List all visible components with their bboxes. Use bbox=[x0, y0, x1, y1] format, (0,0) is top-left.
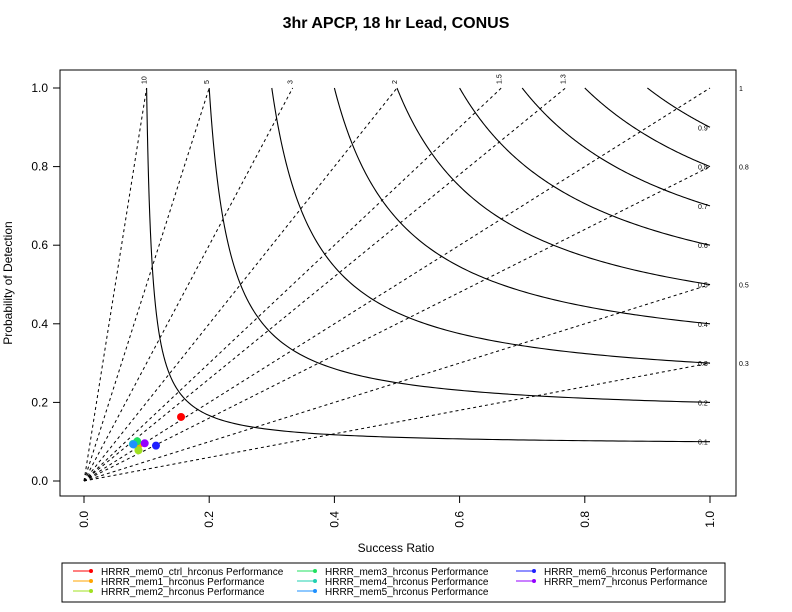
plot-frame bbox=[59, 69, 737, 497]
csi-contour-label: 0.1 bbox=[698, 440, 708, 447]
legend-label: HRRR_mem3_hrconus Performance bbox=[325, 567, 489, 578]
bias-line bbox=[83, 362, 711, 482]
csi-contour bbox=[584, 87, 711, 168]
bias-line-label: 10 bbox=[142, 76, 149, 84]
legend-swatch-dot bbox=[89, 569, 93, 573]
csi-contour bbox=[146, 87, 711, 443]
bias-line-label: 1 bbox=[739, 86, 743, 93]
csi-contour-label: 0.6 bbox=[698, 243, 708, 250]
data-points bbox=[128, 412, 186, 455]
bias-line bbox=[83, 87, 148, 482]
bias-line-label: 0.3 bbox=[739, 361, 749, 368]
bias-line-label: 2 bbox=[392, 80, 399, 84]
legend-swatch-dot bbox=[89, 579, 93, 583]
legend-label: HRRR_mem4_hrconus Performance bbox=[325, 577, 489, 588]
csi-contour-label: 0.7 bbox=[698, 204, 708, 211]
csi-contours: 0.1 0.2 0.3 0.4 0.5 0.6 0.7 0.8 0.9 bbox=[146, 87, 711, 447]
x-axis-label: Success Ratio bbox=[358, 541, 435, 555]
legend-label: HRRR_mem0_ctrl_hrconus Performance bbox=[101, 567, 284, 578]
legend-label: HRRR_mem2_hrconus Performance bbox=[101, 587, 265, 598]
bias-line-label: 0.8 bbox=[739, 165, 749, 172]
legend-swatch-dot bbox=[89, 589, 93, 593]
y-tick-label: 0.2 bbox=[31, 395, 48, 409]
csi-contour bbox=[521, 87, 711, 207]
csi-contour-label: 0.3 bbox=[698, 361, 708, 368]
legend-swatch-dot bbox=[532, 569, 536, 573]
csi-contour bbox=[396, 87, 711, 286]
x-tick-label: 1.0 bbox=[703, 511, 717, 528]
x-tick-label: 0.6 bbox=[453, 511, 467, 528]
data-point-6 bbox=[151, 441, 160, 450]
legend-swatch-dot bbox=[313, 579, 317, 583]
bias-line bbox=[83, 166, 711, 482]
csi-contour-label: 0.2 bbox=[698, 400, 708, 407]
y-tick-label: 0.6 bbox=[31, 238, 48, 252]
csi-contour-label: 0.8 bbox=[698, 165, 708, 172]
y-tick-label: 0.0 bbox=[31, 474, 48, 488]
bias-line-label: 0.5 bbox=[739, 283, 749, 290]
y-axis-label: Probability of Detection bbox=[1, 221, 15, 344]
legend-label: HRRR_mem1_hrconus Performance bbox=[101, 577, 265, 588]
data-point-2 bbox=[134, 446, 143, 455]
bias-line-label: 1.3 bbox=[561, 74, 568, 84]
x-tick-label: 0.4 bbox=[327, 511, 341, 528]
legend-label: HRRR_mem6_hrconus Performance bbox=[544, 567, 708, 578]
y-axis: 0.0 0.2 0.4 0.6 0.8 1.0 bbox=[31, 81, 60, 488]
legend-swatch-dot bbox=[313, 569, 317, 573]
csi-contour bbox=[333, 87, 711, 325]
legend-label: HRRR_mem7_hrconus Performance bbox=[544, 577, 708, 588]
data-point-5 bbox=[129, 440, 138, 449]
legend-swatch-dot bbox=[313, 589, 317, 593]
bias-lines: 10 5 3 2 1.5 1.3 1 0.8 0.5 0.3 bbox=[83, 74, 749, 482]
csi-contour bbox=[647, 87, 711, 128]
y-tick-label: 1.0 bbox=[31, 81, 48, 95]
bias-line bbox=[83, 87, 210, 482]
legend-box bbox=[61, 562, 726, 603]
x-tick-label: 0.8 bbox=[578, 511, 592, 528]
bias-line-label: 5 bbox=[204, 80, 211, 84]
chart-title: 3hr APCP, 18 hr Lead, CONUS bbox=[283, 15, 510, 32]
bias-line bbox=[83, 87, 294, 482]
x-tick-label: 0.0 bbox=[77, 511, 91, 528]
legend: HRRR_mem0_ctrl_hrconus PerformanceHRRR_m… bbox=[73, 567, 708, 598]
bias-line-label: 3 bbox=[288, 80, 295, 84]
x-axis: 0.0 0.2 0.4 0.6 0.8 1.0 bbox=[77, 496, 717, 528]
csi-contour bbox=[459, 87, 711, 246]
y-tick-label: 0.4 bbox=[31, 317, 48, 331]
csi-contour-label: 0.9 bbox=[698, 125, 708, 132]
bias-line bbox=[83, 284, 711, 482]
y-tick-label: 0.8 bbox=[31, 160, 48, 174]
data-point-0 bbox=[177, 412, 186, 421]
legend-swatch-dot bbox=[532, 579, 536, 583]
csi-contour bbox=[271, 87, 711, 364]
csi-contour bbox=[208, 87, 711, 403]
csi-contour-label: 0.5 bbox=[698, 283, 708, 290]
bias-line-label: 1.5 bbox=[496, 74, 503, 84]
legend-label: HRRR_mem5_hrconus Performance bbox=[325, 587, 489, 598]
csi-contour-label: 0.4 bbox=[698, 322, 708, 329]
data-point-7 bbox=[140, 439, 149, 448]
bias-line bbox=[83, 87, 566, 482]
x-tick-label: 0.2 bbox=[202, 511, 216, 528]
